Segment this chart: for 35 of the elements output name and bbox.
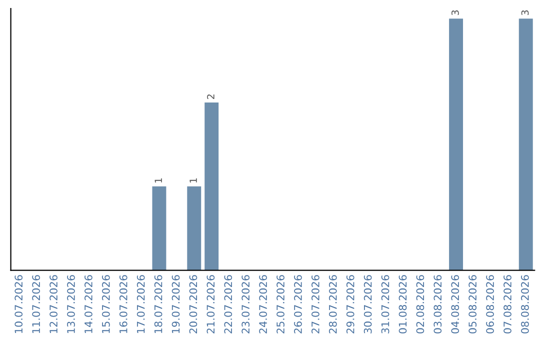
x-tick-label: 23.07.2026 (242, 275, 250, 334)
x-tick-label: 19.07.2026 (172, 275, 180, 333)
x-tick-label: 01.08.2026 (398, 275, 407, 334)
x-tick-label: 18.07.2026 (154, 275, 162, 333)
x-tick-label: 30.07.2026 (364, 275, 372, 334)
x-tick-label: 25.07.2026 (276, 275, 284, 334)
data-label: 1 (154, 178, 162, 183)
x-tick-label: 08.08.2026 (521, 275, 529, 334)
x-tick-label: 26.07.2026 (294, 275, 302, 334)
data-label: 3 (451, 10, 459, 16)
x-tick-label: 13.07.2026 (67, 275, 75, 333)
x-tick-label: 21.07.2026 (206, 275, 215, 334)
x-tick-label: 31.07.2026 (381, 275, 390, 334)
x-tick-label: 14.07.2026 (84, 275, 92, 333)
x-tick-label: 15.07.2026 (102, 275, 110, 333)
x-tick-label: 17.07.2026 (136, 275, 145, 333)
x-tick-label: 16.07.2026 (119, 275, 128, 333)
x-tick-label: 02.08.2026 (416, 275, 424, 334)
x-tick-label: 05.08.2026 (468, 275, 477, 334)
x-tick-label: 10.07.2026 (14, 275, 23, 333)
data-label: 2 (207, 94, 214, 99)
x-tick-label: 24.07.2026 (259, 275, 267, 334)
x-tick-label: 12.07.2026 (50, 275, 58, 333)
x-tick-label: 29.07.2026 (346, 275, 354, 334)
x-tick-label: 22.07.2026 (224, 275, 232, 334)
x-tick-label: 11.07.2026 (32, 275, 40, 333)
x-tick-label: 06.08.2026 (486, 275, 494, 334)
x-tick-label: 28.07.2026 (328, 275, 337, 334)
x-tick-label: 03.08.2026 (434, 275, 442, 334)
x-tick-label: 20.07.2026 (189, 275, 198, 334)
data-label: 3 (521, 10, 529, 16)
x-tick-label: 27.07.2026 (311, 275, 320, 334)
x-tick-label: 07.08.2026 (504, 275, 512, 334)
x-tick-label: 04.08.2026 (451, 275, 460, 334)
data-label: 1 (190, 178, 197, 183)
